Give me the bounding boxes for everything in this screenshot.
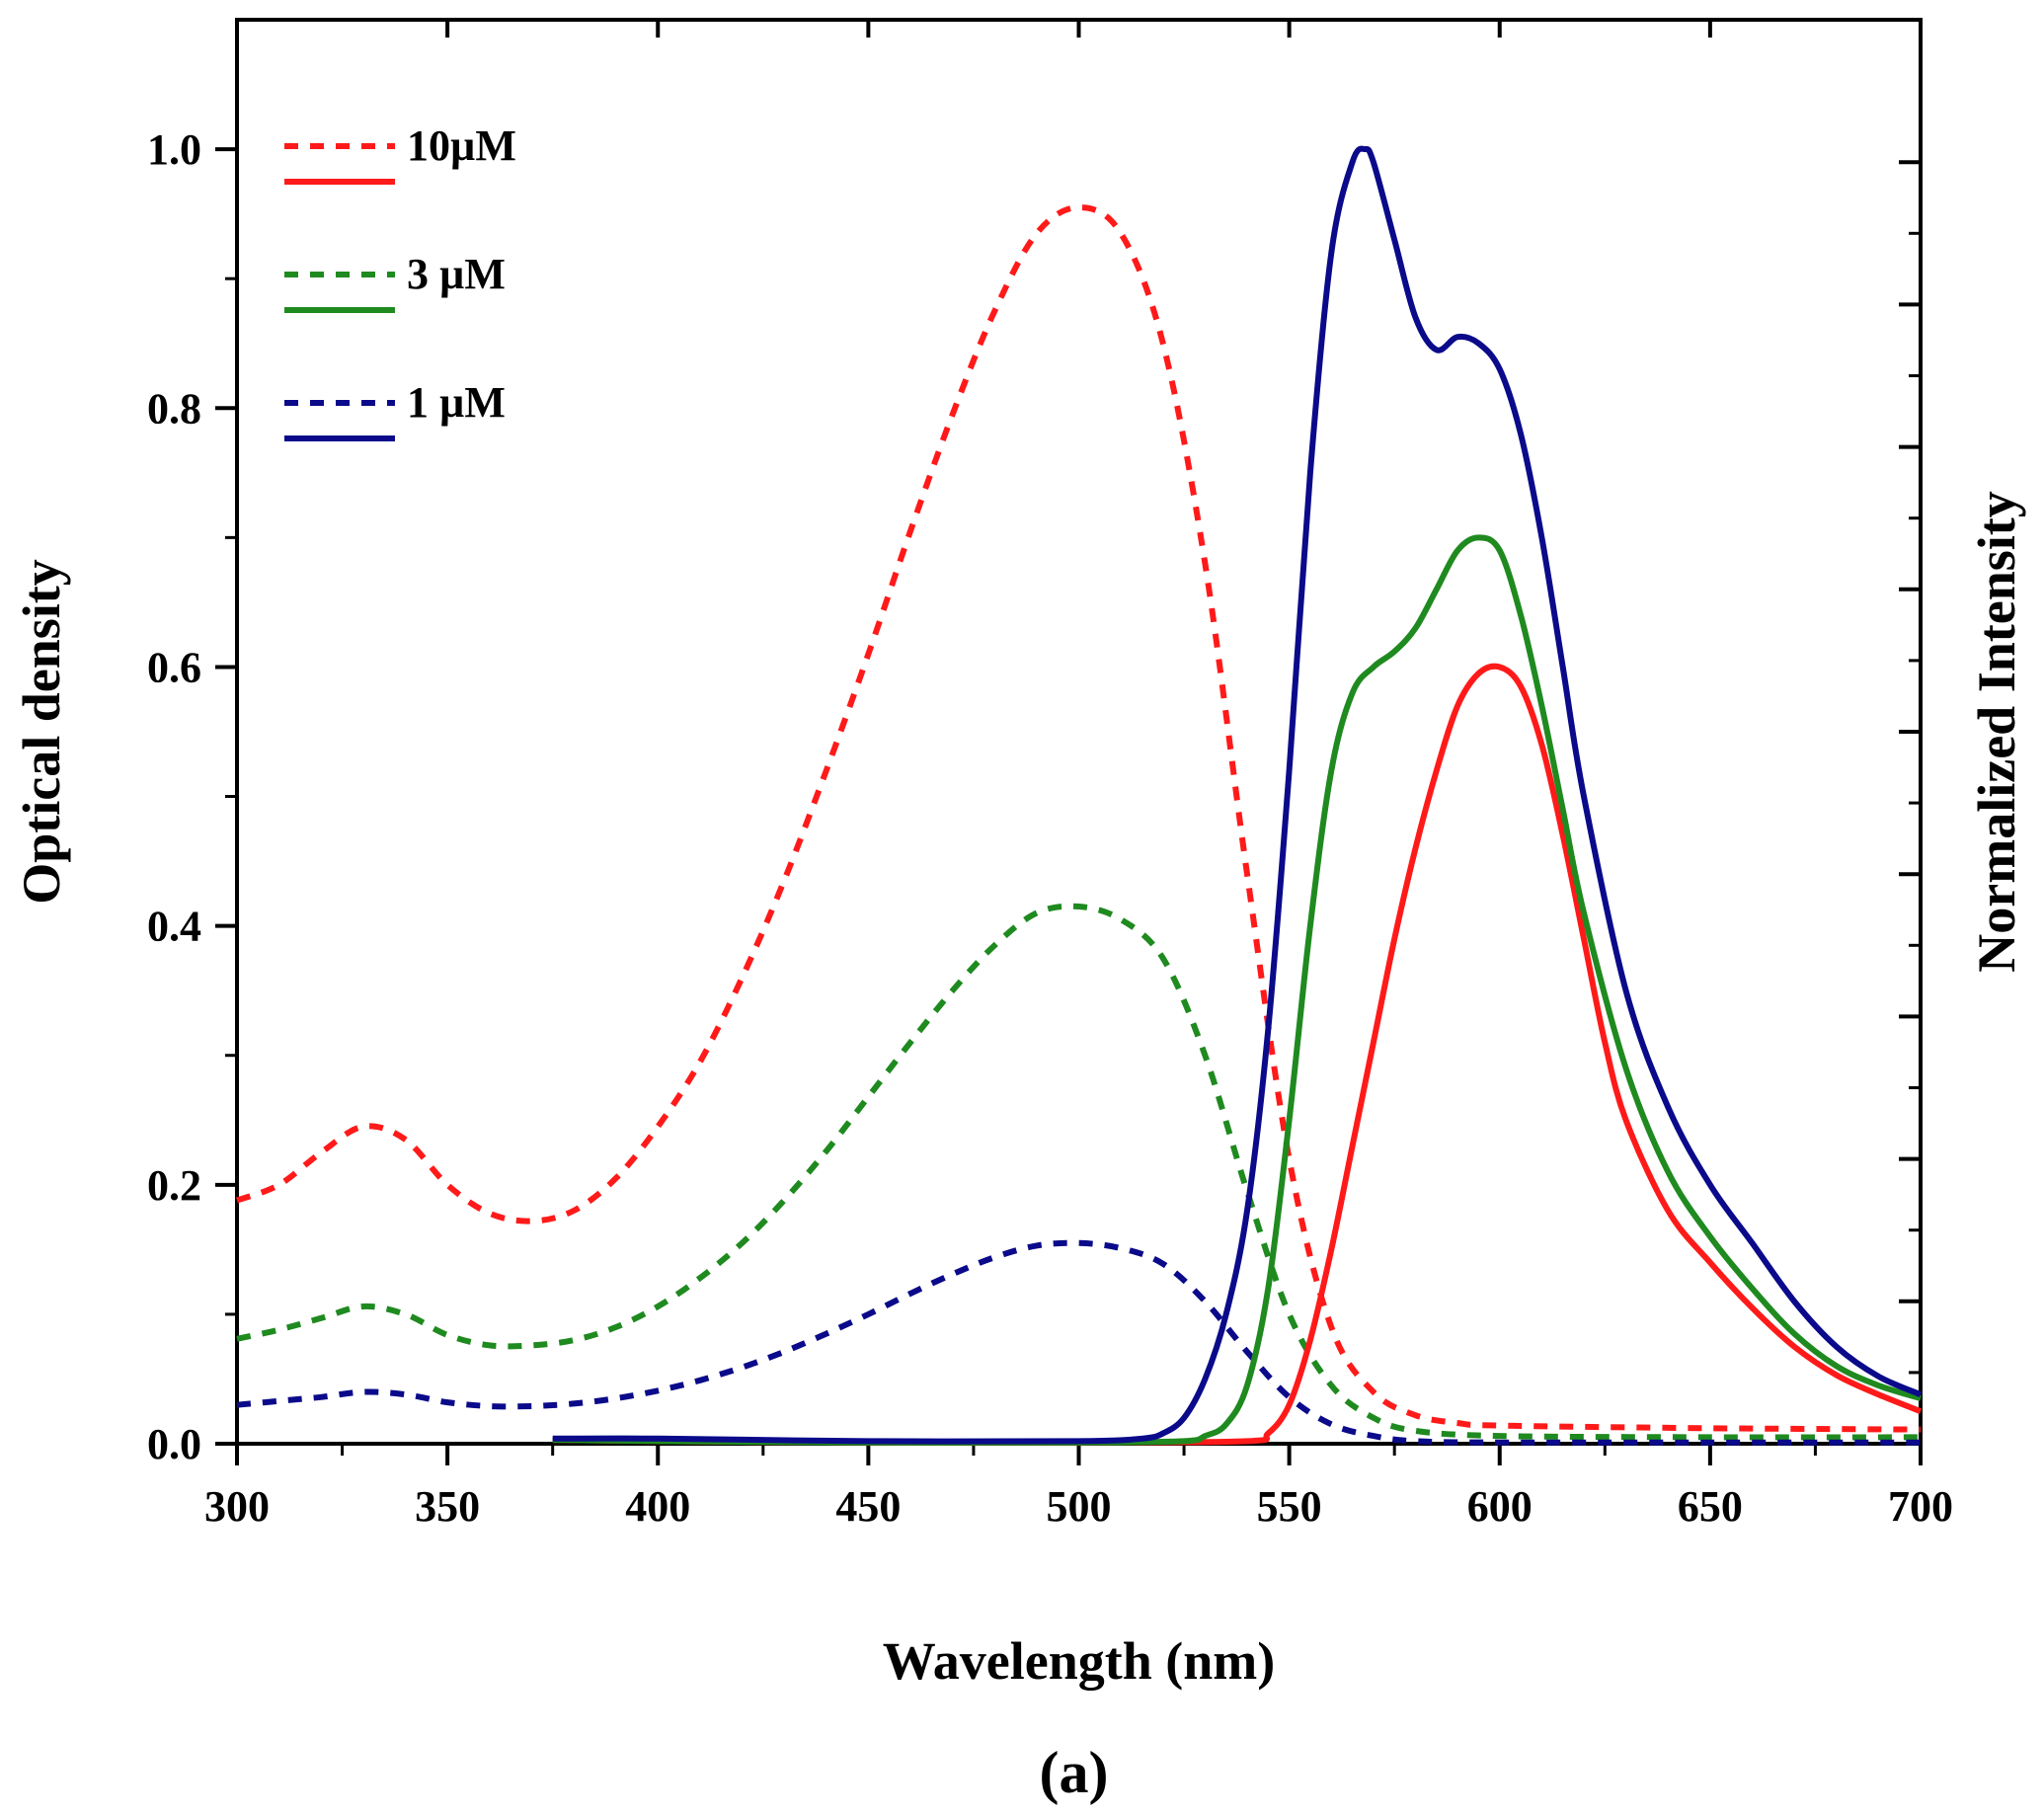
legend-10um-label: 10µM bbox=[407, 121, 516, 170]
y-tick-label: 0.8 bbox=[147, 384, 201, 433]
series-line-absorption-1 bbox=[236, 903, 1922, 1441]
y-tick-label: 0.2 bbox=[147, 1161, 201, 1210]
y2-axis-title: Normalized Intensity bbox=[1967, 491, 2026, 972]
series-line-absorption-2 bbox=[236, 1239, 1921, 1446]
y-tick-label: 0.6 bbox=[147, 643, 201, 691]
figure-caption: (a) bbox=[1040, 1740, 1109, 1805]
series-line-absorption-0 bbox=[235, 204, 1922, 1433]
x-axis: 300 350 400 450 500 550 600 650 700 bbox=[204, 20, 1953, 1531]
legend-3um-label: 3 µM bbox=[407, 250, 506, 298]
x-tick-label: 550 bbox=[1257, 1482, 1322, 1531]
series-line-emission-3 bbox=[552, 663, 1923, 1446]
x-tick-label: 700 bbox=[1888, 1482, 1953, 1531]
x-tick-label: 350 bbox=[415, 1482, 480, 1531]
legend: 10µM 3 µM 1 µM bbox=[284, 121, 516, 441]
series-line-emission-4 bbox=[552, 534, 1922, 1446]
x-tick-label: 300 bbox=[204, 1482, 270, 1531]
x-tick-label: 450 bbox=[835, 1482, 901, 1531]
y-axis: 0.0 0.2 0.4 0.6 0.8 1.0 bbox=[147, 125, 237, 1468]
series-layer bbox=[235, 145, 1923, 1446]
y-tick-label: 0.0 bbox=[147, 1420, 201, 1468]
y2-axis bbox=[1899, 160, 1921, 1375]
y-tick-label: 0.4 bbox=[147, 903, 201, 951]
plot-border bbox=[235, 18, 1923, 1446]
series-line-emission-5 bbox=[552, 145, 1923, 1445]
y-axis-title: Optical density bbox=[12, 559, 71, 905]
x-tick-label: 600 bbox=[1467, 1482, 1533, 1531]
legend-1um-label: 1 µM bbox=[407, 378, 506, 427]
x-tick-label: 500 bbox=[1047, 1482, 1112, 1531]
x-tick-label: 650 bbox=[1678, 1482, 1743, 1531]
plot-frame bbox=[235, 18, 1923, 1446]
x-tick-label: 400 bbox=[625, 1482, 690, 1531]
x-axis-title: Wavelength (nm) bbox=[883, 1631, 1276, 1691]
y-tick-label: 1.0 bbox=[147, 125, 201, 174]
